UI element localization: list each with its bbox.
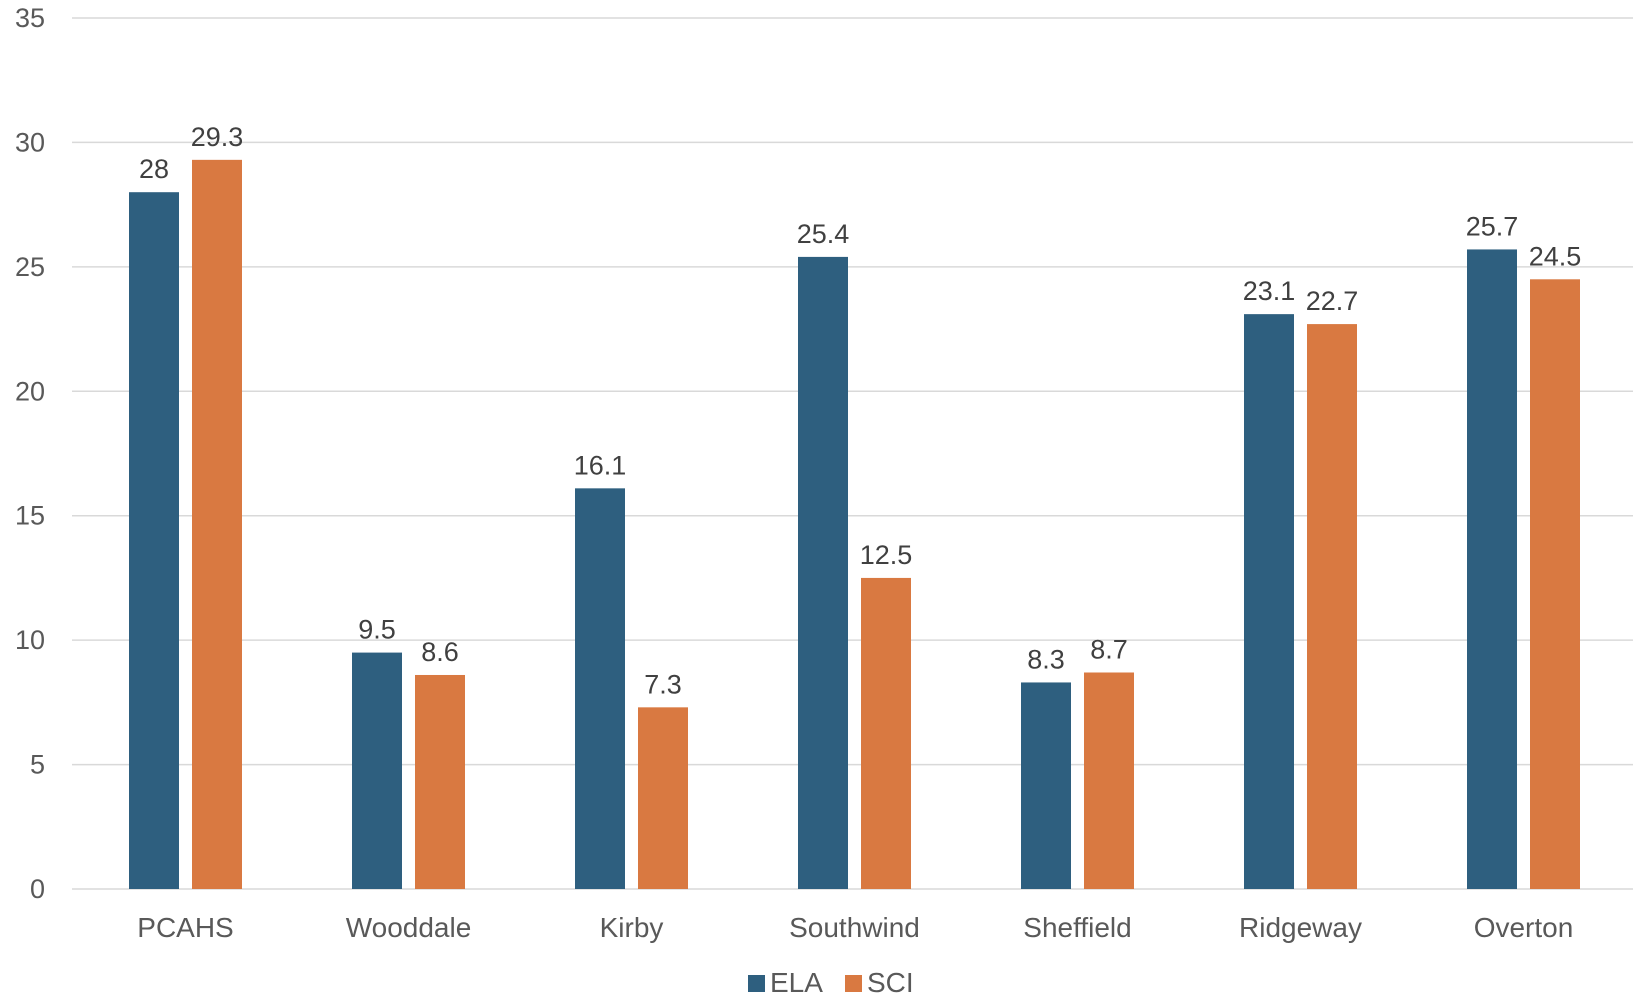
- legend-swatch-sci: [845, 975, 862, 992]
- y-tick-label: 20: [15, 376, 45, 406]
- bar-sci-southwind: [861, 577, 911, 889]
- bars: [129, 159, 1580, 890]
- bar-sci-pcahs: [192, 159, 242, 889]
- x-category-label: Wooddale: [346, 912, 472, 943]
- gridlines: [72, 17, 1633, 890]
- y-tick-label: 10: [15, 625, 45, 655]
- legend: ELA SCI: [748, 967, 914, 998]
- bar-ela-overton: [1467, 249, 1517, 890]
- data-label: 25.4: [797, 219, 850, 249]
- legend-label-ela: ELA: [770, 967, 823, 998]
- data-label: 28: [139, 154, 169, 184]
- data-label: 22.7: [1306, 286, 1359, 316]
- data-label: 8.3: [1027, 644, 1065, 674]
- bar-sci-sheffield: [1084, 672, 1134, 889]
- data-label: 9.5: [358, 615, 396, 645]
- x-category-label: Sheffield: [1023, 912, 1131, 943]
- data-label: 8.6: [421, 637, 459, 667]
- bar-sci-wooddale: [415, 674, 465, 889]
- bar-ela-southwind: [798, 256, 848, 890]
- data-label: 23.1: [1243, 276, 1296, 306]
- x-category-label: Ridgeway: [1239, 912, 1362, 943]
- data-label: 16.1: [574, 450, 627, 480]
- legend-label-sci: SCI: [867, 967, 914, 998]
- data-label: 12.5: [860, 540, 913, 570]
- data-label: 7.3: [644, 669, 682, 699]
- x-axis-categories: PCAHS Wooddale Kirby Southwind Sheffield Ridg…: [137, 912, 1573, 943]
- y-axis-ticks: 0 5 10 15 20 25 30 35: [15, 3, 45, 904]
- data-label: 8.7: [1090, 634, 1128, 664]
- bar-ela-pcahs: [129, 192, 179, 889]
- data-labels: 28 29.3 9.5 8.6 16.1 7.3 25.4 12.5 8.3 8.7 23.1 22.…: [139, 122, 1581, 699]
- bar-sci-overton: [1530, 279, 1580, 889]
- bar-sci-ridgeway: [1307, 324, 1357, 889]
- y-tick-label: 35: [15, 3, 45, 33]
- legend-swatch-ela: [748, 975, 765, 992]
- bar-ela-kirby: [575, 488, 625, 889]
- y-tick-label: 30: [15, 127, 45, 157]
- y-tick-label: 15: [15, 501, 45, 531]
- y-tick-label: 0: [30, 874, 45, 904]
- bar-sci-kirby: [638, 707, 688, 889]
- y-tick-label: 5: [30, 750, 45, 780]
- data-label: 25.7: [1466, 211, 1519, 241]
- bar-ela-ridgeway: [1244, 314, 1294, 889]
- bar-ela-sheffield: [1021, 682, 1071, 889]
- x-category-label: Kirby: [600, 912, 664, 943]
- x-category-label: PCAHS: [137, 912, 233, 943]
- y-tick-label: 25: [15, 252, 45, 282]
- bar-ela-wooddale: [352, 652, 402, 889]
- data-label: 24.5: [1529, 241, 1582, 271]
- x-category-label: Southwind: [789, 912, 920, 943]
- x-category-label: Overton: [1474, 912, 1574, 943]
- data-label: 29.3: [191, 122, 244, 152]
